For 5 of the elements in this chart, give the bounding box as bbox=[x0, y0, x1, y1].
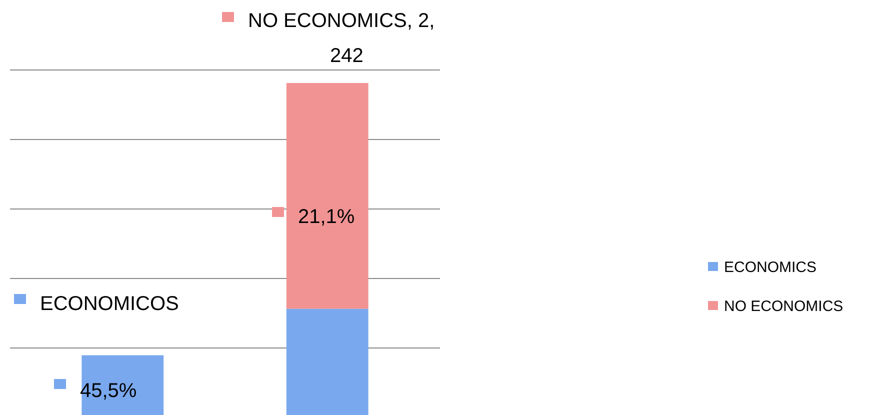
legend-label: ECONOMICS bbox=[724, 259, 817, 276]
text: NO ECONOMICS, 2, 242 bbox=[248, 10, 435, 67]
legend-label: NO ECONOMICS bbox=[724, 298, 844, 315]
annotation: ECONOMICOS bbox=[40, 293, 179, 315]
annotation: 21,1% bbox=[298, 206, 355, 228]
